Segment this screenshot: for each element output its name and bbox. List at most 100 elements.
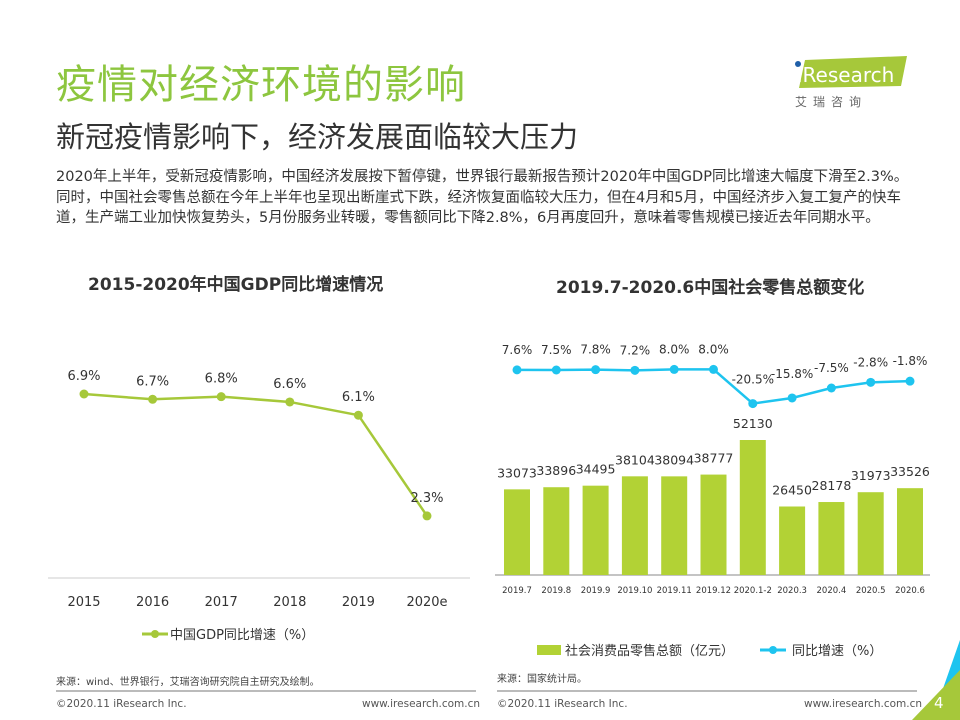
gdp-legend: 中国GDP同比增速（%） bbox=[140, 624, 314, 643]
bar-label: 33073 bbox=[497, 465, 537, 480]
x-tick-label: 2020.5 bbox=[856, 586, 886, 596]
growth-label: 7.2% bbox=[620, 343, 651, 357]
growth-label: -20.5% bbox=[732, 373, 774, 387]
growth-point bbox=[551, 365, 561, 375]
x-tick-label: 2019.8 bbox=[541, 586, 571, 596]
growth-label: 8.0% bbox=[659, 342, 690, 356]
x-tick-label: 2017 bbox=[205, 595, 238, 610]
x-tick-label: 2019.12 bbox=[696, 586, 731, 596]
bar-label: 38777 bbox=[694, 451, 734, 466]
website[interactable]: www.iresearch.com.cn bbox=[804, 698, 923, 710]
growth-point bbox=[630, 365, 640, 375]
growth-point bbox=[826, 383, 836, 393]
legend-label: 中国GDP同比增速（%） bbox=[170, 628, 315, 643]
x-tick-label: 2020.4 bbox=[817, 586, 847, 596]
retail-chart-title: 2019.7-2020.6中国社会零售总额变化 bbox=[556, 278, 865, 298]
data-point bbox=[353, 410, 363, 420]
gdp-chart-title: 2015-2020年中国GDP同比增速情况 bbox=[88, 275, 384, 295]
growth-label: -15.8% bbox=[771, 367, 813, 381]
growth-point bbox=[787, 393, 797, 403]
x-tick-label: 2020.6 bbox=[895, 586, 925, 596]
corner-decoration bbox=[912, 640, 960, 720]
x-tick-label: 2019.9 bbox=[581, 586, 611, 596]
bar bbox=[621, 476, 648, 575]
x-tick-label: 2019.11 bbox=[657, 586, 692, 596]
bar bbox=[739, 440, 766, 575]
legend-label: 社会消费品零售总额（亿元） bbox=[565, 644, 735, 659]
bar bbox=[543, 487, 570, 575]
growth-point bbox=[512, 365, 522, 375]
x-tick-label: 2016 bbox=[136, 595, 169, 610]
bar-label: 52130 bbox=[733, 416, 773, 431]
legend-label: 同比增速（%） bbox=[792, 644, 883, 659]
svg-text:iResearch: iResearch bbox=[797, 63, 894, 87]
bar-label: 38104 bbox=[615, 452, 655, 467]
x-tick-label: 2020.1-2 bbox=[734, 586, 772, 596]
page-number: 4 bbox=[934, 694, 944, 712]
x-tick-label: 2018 bbox=[273, 595, 306, 610]
growth-point bbox=[591, 365, 601, 375]
bar-label: 28178 bbox=[812, 478, 852, 493]
bar-label: 31973 bbox=[851, 468, 891, 483]
growth-label: 8.0% bbox=[698, 342, 729, 356]
website[interactable]: www.iresearch.com.cn bbox=[362, 698, 481, 710]
source-right: 来源：国家统计局。 bbox=[497, 674, 587, 685]
bar bbox=[582, 485, 609, 575]
bar-label: 33526 bbox=[890, 464, 930, 479]
bar-label: 33896 bbox=[536, 463, 576, 478]
growth-label: -1.8% bbox=[893, 354, 928, 368]
growth-label: 7.5% bbox=[541, 343, 572, 357]
data-label: 6.1% bbox=[342, 390, 375, 405]
copyright: ©2020.11 iResearch Inc. bbox=[497, 698, 628, 710]
data-point bbox=[216, 392, 226, 402]
divider bbox=[497, 690, 917, 692]
x-tick-label: 2020.3 bbox=[777, 586, 807, 596]
legend-line-icon bbox=[760, 645, 787, 654]
legend-line-icon bbox=[142, 629, 168, 638]
x-tick-label: 2019 bbox=[342, 595, 375, 610]
bar bbox=[700, 474, 727, 575]
growth-label: 7.8% bbox=[580, 343, 611, 357]
data-label: 2.3% bbox=[410, 491, 443, 506]
bar bbox=[661, 476, 688, 575]
bar bbox=[779, 506, 806, 575]
growth-label: 7.6% bbox=[502, 343, 533, 357]
series-line bbox=[83, 392, 429, 517]
bar-label: 38094 bbox=[654, 452, 694, 467]
data-point bbox=[79, 389, 89, 399]
growth-label: -7.5% bbox=[814, 361, 849, 375]
growth-point bbox=[748, 399, 758, 409]
page-subtitle: 新冠疫情影响下，经济发展面临较大压力 bbox=[56, 120, 579, 154]
svg-text:艾瑞咨询: 艾瑞咨询 bbox=[795, 94, 867, 109]
copyright: ©2020.11 iResearch Inc. bbox=[56, 698, 187, 710]
growth-point bbox=[709, 364, 718, 374]
legend-bar-icon bbox=[537, 644, 561, 655]
data-label: 6.8% bbox=[205, 372, 238, 387]
x-tick-label: 2019.10 bbox=[617, 586, 652, 596]
iresearch-logo: iResearch 艾瑞咨询 bbox=[795, 52, 915, 116]
body-text: 2020年上半年，受新冠疫情影响，中国经济发展按下暂停键，世界银行最新报告预计2… bbox=[56, 169, 909, 226]
growth-point bbox=[866, 377, 876, 387]
bar-label: 34495 bbox=[576, 462, 616, 477]
data-label: 6.7% bbox=[136, 374, 169, 389]
growth-label: -2.8% bbox=[853, 355, 888, 369]
divider bbox=[56, 690, 476, 692]
bar-label: 26450 bbox=[772, 483, 812, 498]
retail-legend: 社会消费品零售总额（亿元） 同比增速（%） bbox=[537, 640, 882, 659]
bar bbox=[818, 502, 845, 575]
bar bbox=[504, 489, 530, 575]
x-tick-label: 2015 bbox=[67, 595, 100, 610]
growth-point bbox=[669, 364, 679, 374]
data-point bbox=[422, 511, 432, 521]
data-point bbox=[148, 394, 158, 404]
data-point bbox=[285, 397, 295, 407]
gdp-chart: 6.9% 6.7% 6.8% 6.6% 6.1% 2.3% 2015 2016 2017 2018… bbox=[48, 369, 470, 610]
bar bbox=[857, 492, 884, 575]
data-label: 6.9% bbox=[67, 369, 100, 384]
x-tick-label: 2019.7 bbox=[502, 586, 532, 596]
source-left: 来源：wind、世界银行，艾瑞咨询研究院自主研究及绘制。 bbox=[56, 677, 320, 688]
data-label: 6.6% bbox=[273, 377, 306, 392]
page-title: 疫情对经济环境的影响 bbox=[56, 62, 466, 108]
bar bbox=[897, 488, 923, 575]
growth-point bbox=[905, 376, 915, 386]
